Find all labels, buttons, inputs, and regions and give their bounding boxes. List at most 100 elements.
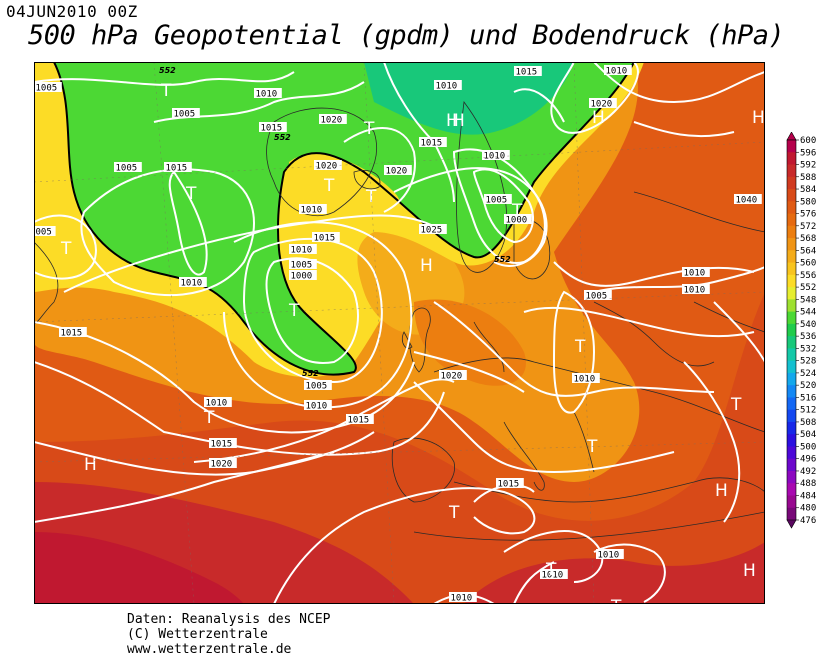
isobar-label: 1010	[299, 204, 327, 216]
svg-text:1010: 1010	[574, 375, 596, 385]
low-pressure-marker: T	[203, 408, 215, 428]
svg-text:1010: 1010	[542, 571, 564, 581]
pressure-centres: HHHHHHHHTTTTTTTTTTTTTTT	[60, 81, 765, 604]
legend-swatch	[787, 409, 796, 423]
svg-text:1015: 1015	[261, 124, 283, 134]
svg-text:1020: 1020	[321, 116, 343, 126]
isobar-label: 1015	[59, 327, 87, 339]
high-pressure-marker: H	[592, 108, 605, 128]
high-pressure-marker: H	[446, 111, 459, 131]
legend-top-arrow	[786, 132, 797, 141]
low-pressure-marker: T	[730, 395, 742, 415]
high-pressure-marker: H	[452, 111, 465, 131]
field-544	[364, 62, 574, 135]
legend-tick-label: 588	[800, 173, 816, 183]
field-584-south	[464, 542, 765, 604]
isobar-label: 1015	[259, 122, 287, 134]
field-592	[34, 532, 244, 604]
svg-text:1015: 1015	[166, 164, 188, 174]
legend-swatch	[787, 397, 796, 411]
isobar-label: 1020	[589, 98, 617, 110]
isobar-label: 1015	[514, 66, 542, 78]
svg-text:1010: 1010	[436, 82, 458, 92]
svg-text:1040: 1040	[736, 196, 758, 206]
high-pressure-marker: H	[715, 481, 728, 501]
svg-text:1015: 1015	[348, 416, 370, 426]
contour-label-552: 552	[302, 369, 319, 378]
isobar-label: 1000	[504, 214, 532, 226]
legend-swatch	[787, 238, 796, 251]
isobar-label: 1010	[596, 549, 624, 561]
low-pressure-marker: T	[511, 201, 523, 221]
legend-swatch	[787, 274, 796, 288]
svg-text:1010: 1010	[451, 594, 473, 604]
isobar-label: 1005	[172, 108, 200, 120]
legend-tick-label: 476	[800, 516, 816, 526]
svg-text:1015: 1015	[516, 68, 538, 78]
legend-swatch	[787, 336, 796, 349]
legend-swatch	[787, 262, 796, 276]
isobar-label: 1015	[346, 414, 374, 426]
isobar-label: 1010	[254, 88, 282, 100]
legend-swatch	[787, 372, 796, 386]
svg-text:1015: 1015	[498, 480, 520, 490]
isobar-label: 1020	[209, 458, 237, 470]
isobar-label: 1000	[289, 270, 317, 282]
legend-tick-label: 520	[800, 381, 816, 391]
isobar-label: 1005	[289, 259, 317, 271]
high-pressure-marker: H	[743, 561, 756, 581]
svg-text:1020: 1020	[591, 100, 613, 110]
lat-lon-grid	[34, 62, 765, 604]
isobar-label: 1015	[419, 137, 447, 149]
legend-tick-label: 504	[800, 430, 816, 440]
svg-text:1010: 1010	[301, 206, 323, 216]
legend-tick-label: 480	[800, 504, 816, 514]
isobar-label: 1010	[449, 592, 477, 604]
low-pressure-marker: T	[574, 337, 586, 357]
svg-text:1005: 1005	[586, 292, 608, 302]
legend-tick-label: 548	[800, 295, 816, 305]
isobar-label: 1010	[572, 373, 600, 385]
isobar-label: 1010	[604, 65, 632, 77]
isobar-label: 1010	[179, 277, 207, 289]
svg-text:1010: 1010	[684, 286, 706, 296]
legend-tick-label: 532	[800, 344, 816, 354]
svg-text:1010: 1010	[306, 402, 328, 412]
legend-swatch	[787, 189, 796, 202]
svg-text:1010: 1010	[606, 67, 628, 77]
svg-text:1015: 1015	[211, 440, 233, 450]
isobar-label: 1005	[304, 380, 332, 392]
colour-scale-legend: 600 596 592 588 584 580 576 572 568 564 560 556 552 5…	[786, 132, 816, 529]
isobar-label: 1005	[484, 194, 512, 206]
legend-swatch	[787, 311, 796, 325]
isobar-label: 1015	[209, 438, 237, 450]
svg-text:1010: 1010	[206, 399, 228, 409]
legend-swatch	[787, 250, 796, 264]
contour-labels: 552 552 552 552	[159, 66, 511, 378]
legend-tick-label: 488	[800, 479, 816, 489]
contour-552	[53, 62, 636, 376]
legend-tick-label: 580	[800, 197, 816, 207]
legend-tick-label: 576	[800, 210, 816, 220]
isobar-label: 1010	[289, 244, 317, 256]
svg-text:1015: 1015	[61, 329, 83, 339]
isobar-label: 1010	[540, 569, 568, 581]
legend-tick-label: 592	[800, 161, 816, 171]
svg-text:1005: 1005	[116, 164, 138, 174]
credit-website: www.wetterzentrale.de	[127, 642, 292, 657]
isobar-label: 1010	[482, 150, 510, 162]
high-pressure-marker: H	[752, 108, 765, 128]
svg-text:1015: 1015	[314, 234, 336, 244]
legend-swatch	[787, 385, 796, 398]
legend-tick-label: 600	[800, 136, 816, 146]
low-pressure-marker: T	[448, 503, 460, 523]
legend-swatch	[787, 176, 796, 190]
svg-text:1005: 1005	[306, 382, 328, 392]
isobar-label: 1010	[304, 400, 332, 412]
legend-tick-label: 596	[800, 148, 816, 158]
contour-label-552: 552	[274, 133, 291, 142]
svg-text:1010: 1010	[291, 246, 313, 256]
legend-tick-label: 584	[800, 185, 816, 195]
